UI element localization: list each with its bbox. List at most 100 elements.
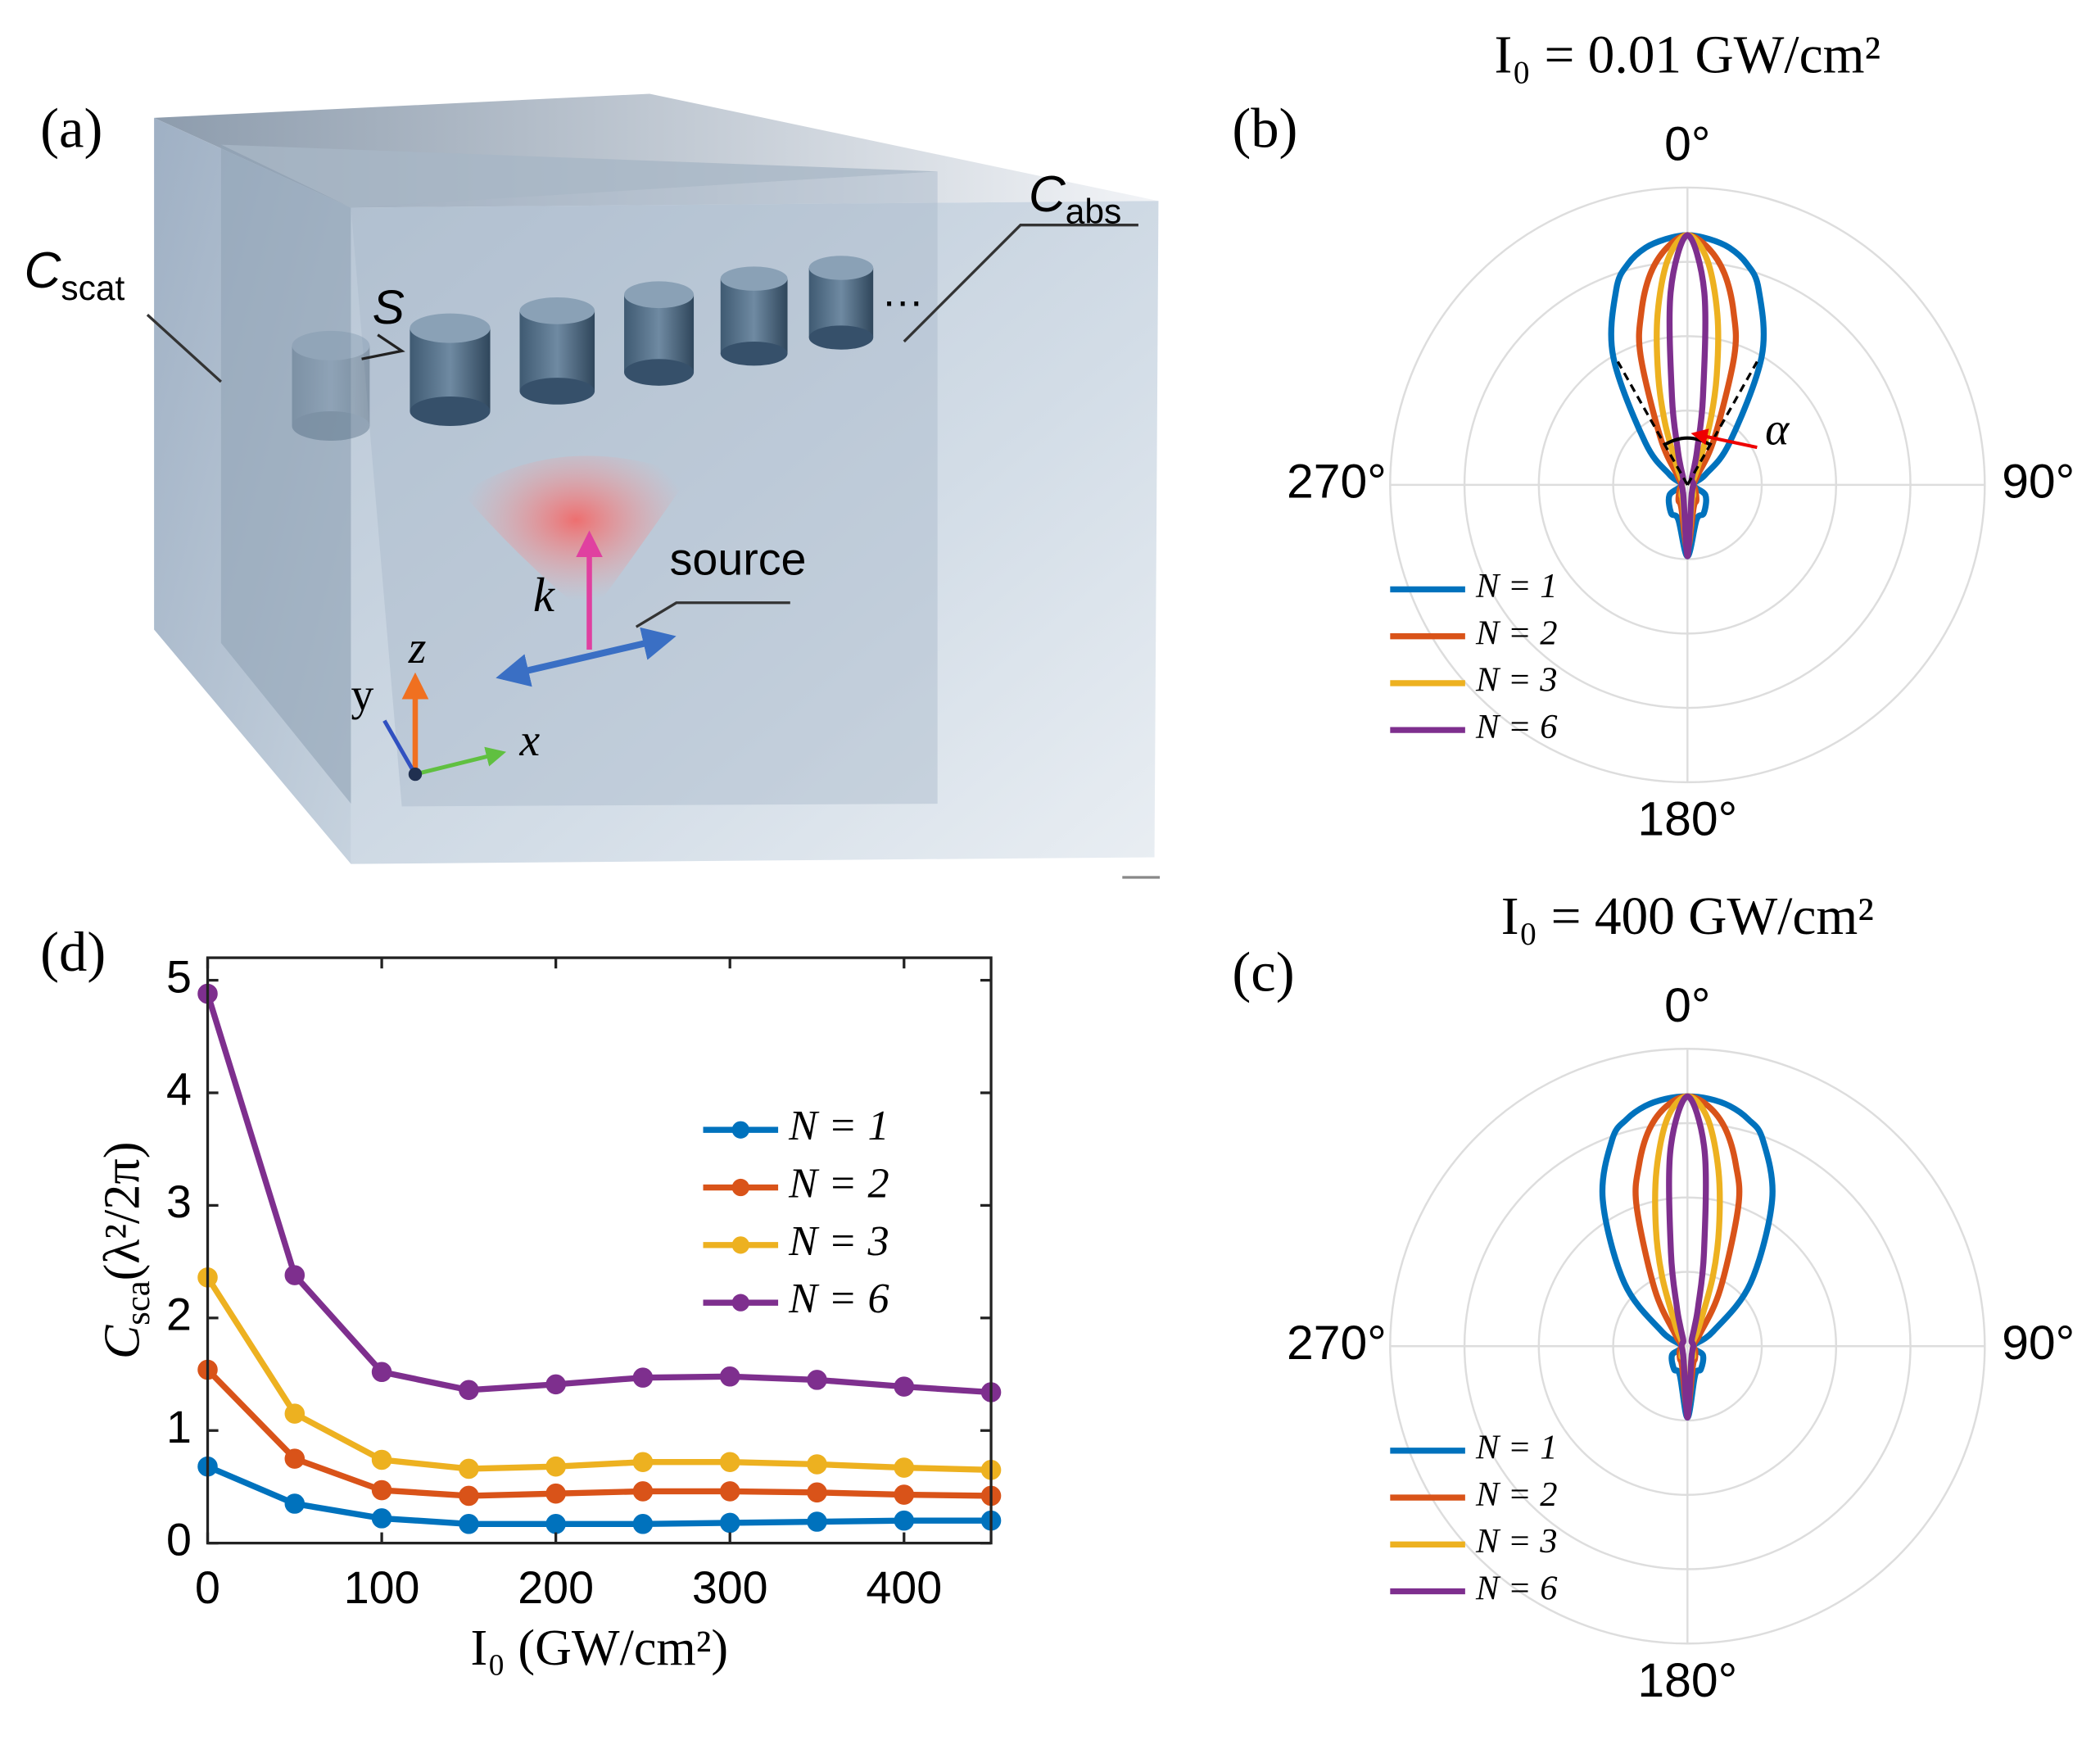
chart-title: I₀ = 0.01 GW/cm² (1495, 26, 1881, 85)
cylinders (292, 256, 874, 441)
legend-label: N = 2 (1475, 1475, 1558, 1514)
label-sub: scat (61, 270, 124, 308)
legend-label: N = 3 (1475, 1522, 1558, 1561)
polar-curve (1666, 1093, 1709, 1421)
data-point (632, 1514, 654, 1534)
data-point (371, 1449, 392, 1470)
x-tick-label: 400 (866, 1562, 942, 1613)
label-rest: (λ²/2π) (95, 1142, 151, 1281)
label-main: C (1029, 166, 1066, 223)
y-tick-label: 1 (166, 1402, 192, 1452)
x-tick-label: 0 (195, 1562, 220, 1613)
legend-marker (731, 1121, 749, 1139)
theta-tick-label: 180° (1637, 793, 1737, 846)
series-line (206, 1463, 992, 1527)
legend-label: N = 1 (788, 1102, 889, 1149)
z-label: z (408, 623, 427, 673)
data-point (371, 1362, 392, 1383)
polar-curve (1666, 232, 1709, 560)
chart-title: I₀ = 400 GW/cm² (1501, 887, 1874, 946)
illustration: (a) Cscat Cabs S … source k z y x (25, 93, 1161, 879)
label-sub: abs (1066, 193, 1122, 232)
legend-label: N = 2 (788, 1160, 889, 1208)
theta-tick-label: 0° (1664, 117, 1710, 170)
label-sub: sca (119, 1280, 157, 1325)
label-main: C (25, 243, 62, 300)
legend-marker (731, 1236, 749, 1254)
data-point (284, 1448, 305, 1469)
data-point (459, 1485, 479, 1507)
legend-label: N = 6 (788, 1275, 889, 1322)
x-label: x (518, 715, 540, 766)
y-axis-label: Csca(λ²/2π) (95, 1142, 157, 1360)
guide-line (1686, 360, 1758, 486)
source-arrow (496, 627, 677, 687)
guide-line (1616, 360, 1689, 486)
data-point (545, 1374, 566, 1395)
y-tick-label: 0 (166, 1514, 192, 1565)
leader-line (146, 314, 222, 383)
leader-line (361, 333, 405, 360)
polar-chart: (b) I₀ = 0.01 GW/cm² 0° 90° 180° 270° α N = 1 N … (1232, 26, 2075, 846)
inner-side (220, 144, 351, 804)
leader-line (903, 224, 1138, 343)
series-line (205, 1276, 992, 1473)
data-point (894, 1484, 915, 1505)
legend-label: N = 6 (1475, 708, 1558, 746)
panel-label: (a) (40, 97, 102, 159)
data-point (545, 1483, 566, 1504)
series-line (205, 1367, 992, 1499)
label-main: C (95, 1324, 151, 1359)
x-tick-label: 300 (692, 1562, 768, 1613)
legend-label: N = 1 (1475, 567, 1558, 605)
data-point (807, 1454, 827, 1475)
data-point (284, 1403, 305, 1424)
data-point (719, 1512, 740, 1534)
dots: … (881, 269, 924, 316)
data-point (719, 1481, 740, 1502)
panel-label: (b) (1232, 97, 1297, 159)
data-point (894, 1510, 915, 1531)
data-point (545, 1514, 566, 1534)
theta-tick-label: 270° (1287, 1316, 1387, 1370)
series-line (205, 992, 992, 1396)
data-point (632, 1452, 654, 1472)
data-point (719, 1452, 740, 1472)
panel-label: (d) (40, 921, 106, 983)
data-point (459, 1380, 479, 1401)
legend-label: N = 3 (1475, 661, 1558, 700)
data-point (284, 1493, 305, 1514)
data-point (371, 1508, 392, 1529)
data-point (371, 1479, 392, 1501)
legend-label: N = 3 (788, 1217, 889, 1265)
theta-tick-label: 180° (1637, 1654, 1737, 1707)
legend-label: N = 6 (1475, 1569, 1558, 1607)
data-point (284, 1265, 305, 1285)
y-tick-label: 2 (166, 1289, 192, 1340)
theta-tick-label: 90° (2002, 1316, 2075, 1370)
leader-line (635, 601, 790, 628)
x-tick-label: 100 (344, 1562, 420, 1613)
panel-label: (c) (1232, 940, 1294, 1003)
s-label: S (373, 281, 405, 334)
data-point (632, 1481, 654, 1502)
theta-tick-label: 0° (1664, 979, 1710, 1032)
data-point (545, 1456, 566, 1477)
data-point (894, 1457, 915, 1478)
x-tick-label: 200 (518, 1562, 594, 1613)
data-point (632, 1367, 654, 1388)
c-scat-label: Cscat (25, 243, 125, 308)
data-point (719, 1366, 740, 1387)
x-axis (414, 746, 507, 777)
legend-label: N = 2 (1475, 614, 1558, 652)
line-chart: (d) 0 100 200 300 400 0 1 2 3 4 5 I₀ (GW/cm²) Csca(λ²… (40, 921, 1002, 1676)
y-tick-label: 3 (166, 1176, 192, 1227)
y-tick-label: 4 (166, 1064, 192, 1115)
data-point (459, 1514, 479, 1534)
inner-plane (220, 144, 938, 208)
legend-marker (731, 1178, 749, 1197)
data-point (807, 1370, 827, 1390)
y-tick-label: 5 (166, 951, 192, 1002)
